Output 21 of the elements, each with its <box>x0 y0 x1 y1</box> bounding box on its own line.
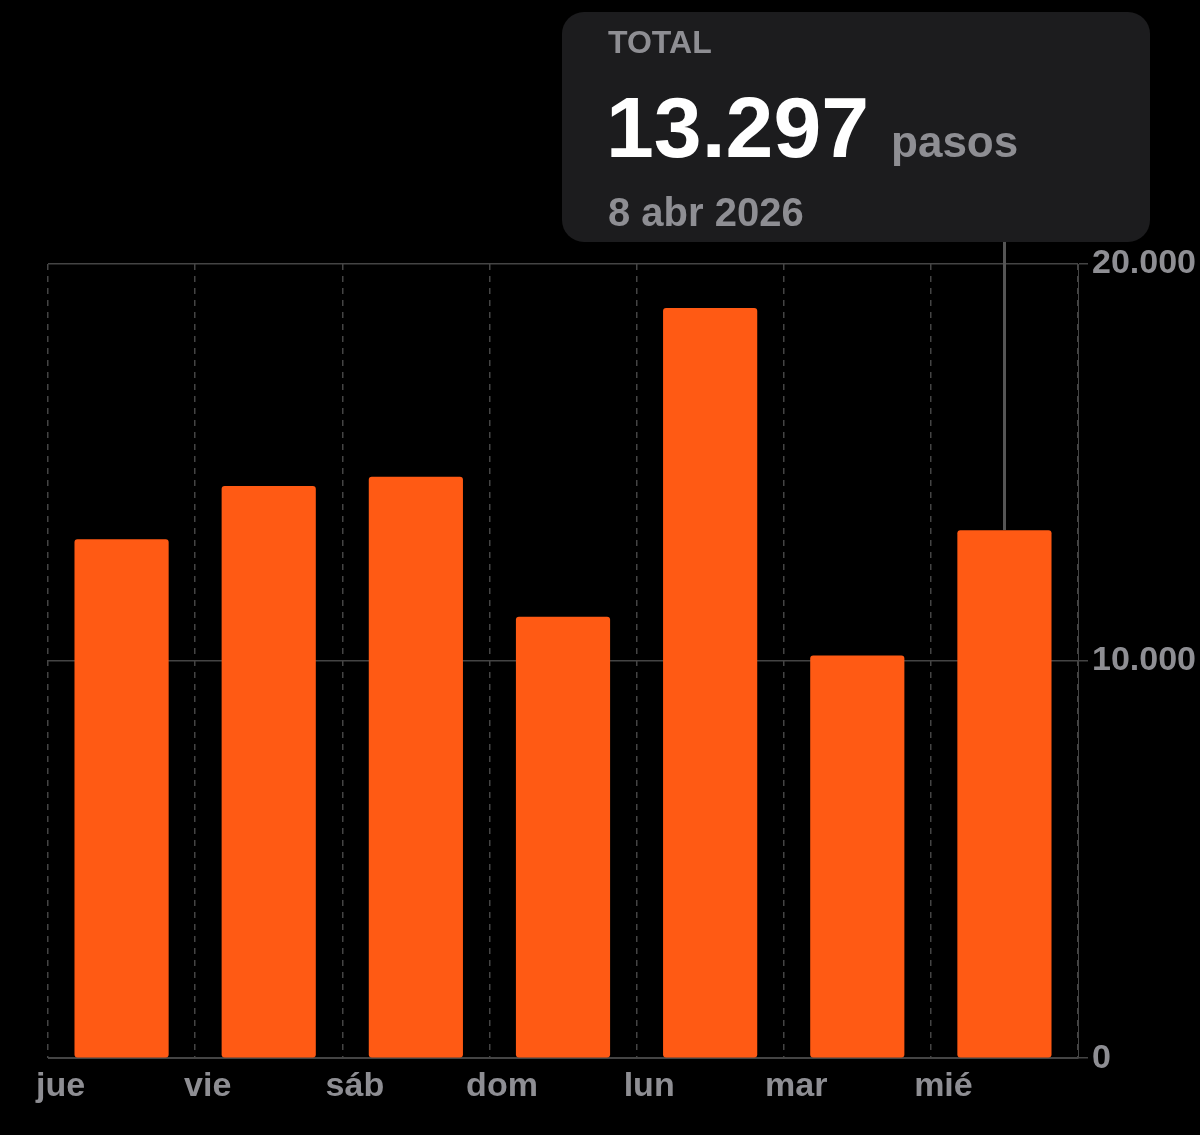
bar <box>221 485 316 1058</box>
text: 13.297 <box>606 79 870 175</box>
bar <box>74 539 169 1058</box>
bar <box>515 616 611 1058</box>
x-tick-label: lun <box>623 1064 675 1103</box>
bar <box>810 655 905 1058</box>
text: pasos <box>891 117 1019 166</box>
x-tick-label: mié <box>914 1064 973 1103</box>
x-tick-label: jue <box>35 1064 86 1103</box>
bar <box>663 308 758 1058</box>
y-tick-label: 0 <box>1092 1036 1111 1075</box>
bar <box>368 476 463 1058</box>
bar <box>957 530 1052 1058</box>
x-tick-label: vie <box>184 1064 232 1103</box>
x-tick-label: mar <box>765 1064 828 1103</box>
x-tick-label: sáb <box>325 1064 385 1103</box>
y-tick-label: 10.000 <box>1092 639 1197 678</box>
text: 8 abr 2026 <box>608 190 804 234</box>
text: TOTAL <box>608 24 712 60</box>
y-tick-label: 20.000 <box>1092 242 1197 281</box>
x-tick-label: dom <box>466 1064 538 1103</box>
